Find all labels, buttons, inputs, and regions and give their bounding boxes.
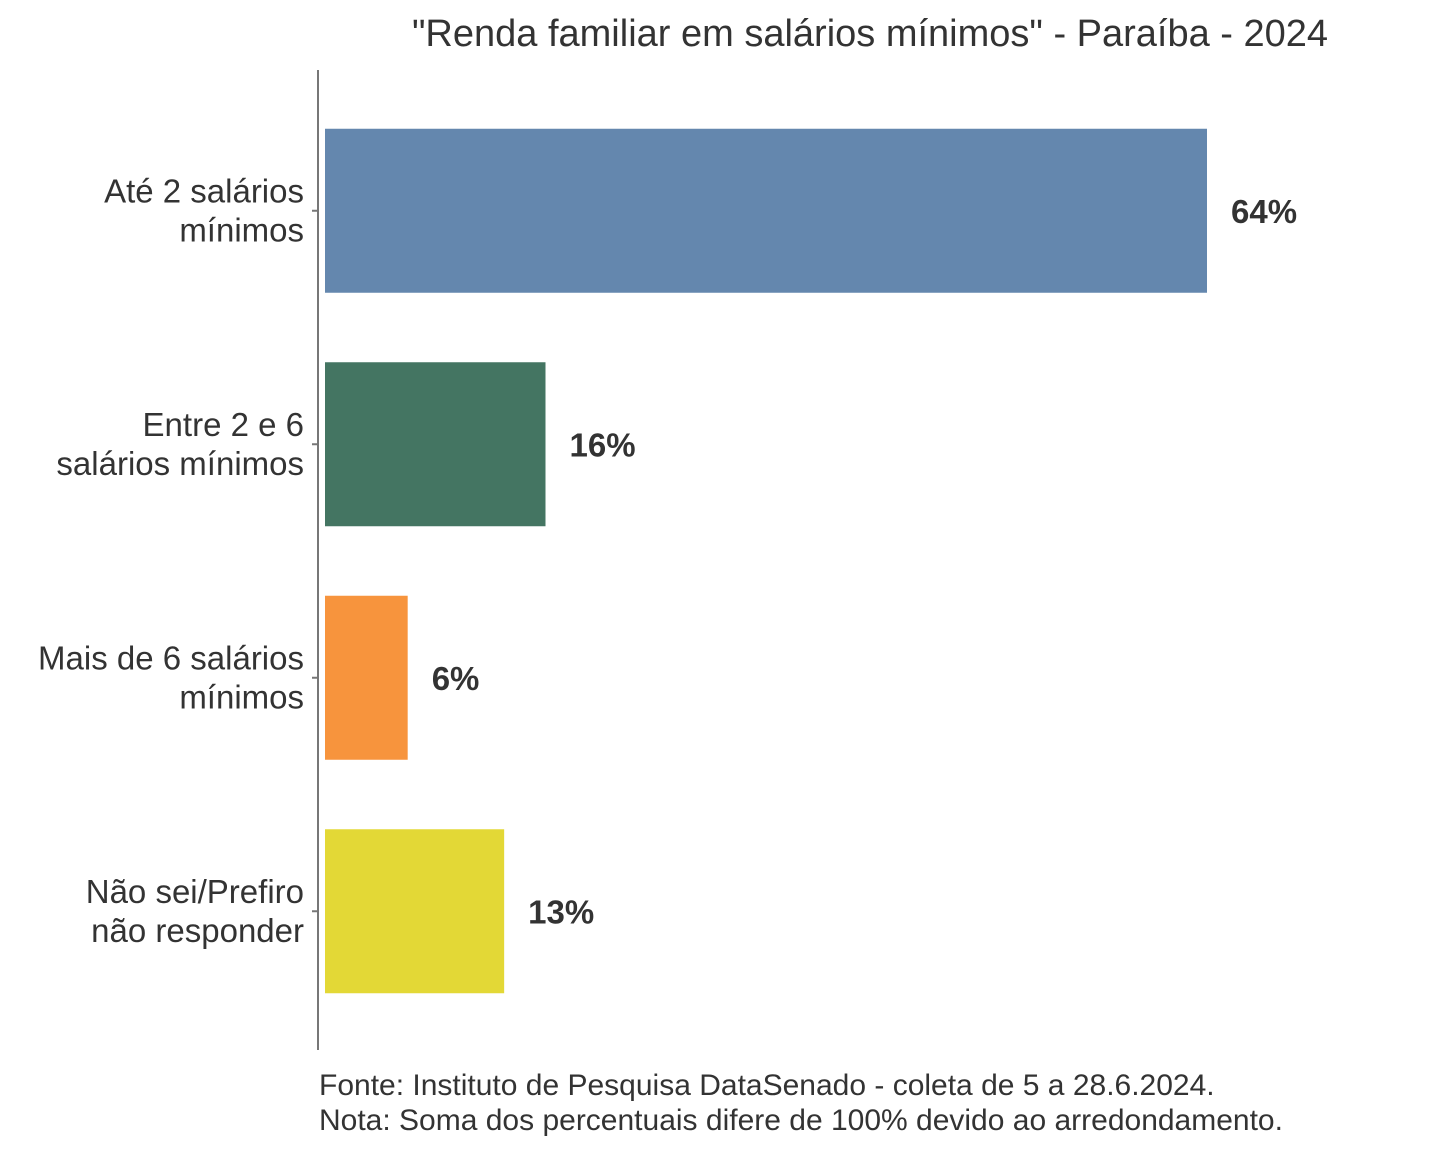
category-label-line: mínimos [179, 678, 304, 715]
category-label-line: Entre 2 e 6 [143, 406, 304, 443]
category-label-line: salários mínimos [56, 445, 304, 482]
bar [325, 362, 546, 527]
source-text: Fonte: Instituto de Pesquisa DataSenado … [319, 1069, 1215, 1102]
bar [325, 595, 408, 760]
category-label: Até 2 salários mínimos [104, 172, 304, 248]
category-label: Entre 2 e 6 salários mínimos [56, 406, 304, 482]
value-label: 16% [570, 426, 636, 463]
bar [325, 128, 1207, 293]
chart-title: "Renda familiar em salários mínimos" - P… [412, 13, 1328, 55]
note-text: Nota: Soma dos percentuais difere de 100… [319, 1104, 1283, 1137]
category-label-line: Não sei/Prefiro [86, 873, 304, 910]
value-label: 13% [528, 893, 594, 930]
value-label: 6% [432, 660, 480, 697]
category-label-line: Mais de 6 salários [38, 639, 304, 676]
category-label-line: não responder [91, 912, 304, 949]
value-label: 64% [1231, 193, 1297, 230]
footnote: Fonte: Instituto de Pesquisa DataSenado … [319, 1068, 1283, 1138]
category-label-line: Até 2 salários [104, 172, 304, 209]
category-label-line: mínimos [179, 211, 304, 248]
category-label: Mais de 6 salários mínimos [38, 639, 304, 715]
bars-group: 64% 16% 6% 13% [312, 128, 1297, 994]
category-label: Não sei/Prefiro não responder [86, 873, 304, 949]
bar [325, 829, 505, 994]
